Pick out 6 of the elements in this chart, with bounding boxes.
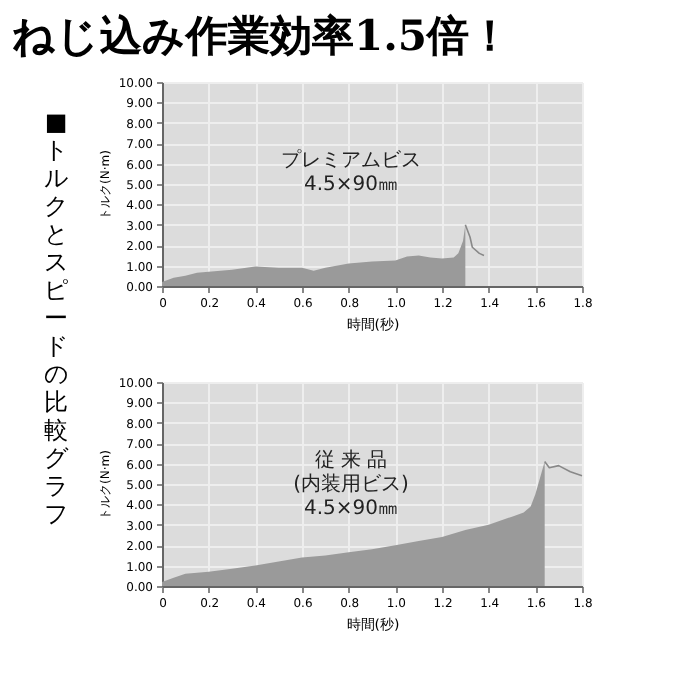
text: ■トルクとスピードの比較グラフ (44, 108, 68, 528)
line-series (464, 224, 485, 257)
chart-title: ねじ込み作業効率1.5倍！ (10, 8, 514, 64)
annotation: プレミアムビス 4.5×90㎜ (281, 147, 421, 196)
line-series (543, 460, 583, 477)
annotation: 従 来 品 (内装用ビス) 4.5×90㎜ (293, 447, 409, 520)
